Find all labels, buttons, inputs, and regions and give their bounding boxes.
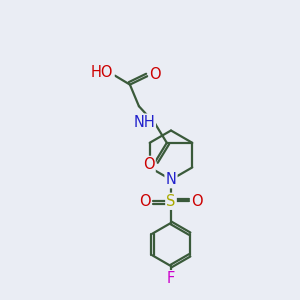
Text: O: O: [139, 194, 151, 209]
Text: F: F: [167, 271, 175, 286]
Text: O: O: [191, 194, 203, 209]
Text: O: O: [143, 157, 154, 172]
Text: S: S: [166, 194, 176, 209]
Text: O: O: [150, 67, 161, 82]
Text: HO: HO: [91, 65, 114, 80]
Text: N: N: [166, 172, 176, 187]
Text: NH: NH: [133, 115, 155, 130]
